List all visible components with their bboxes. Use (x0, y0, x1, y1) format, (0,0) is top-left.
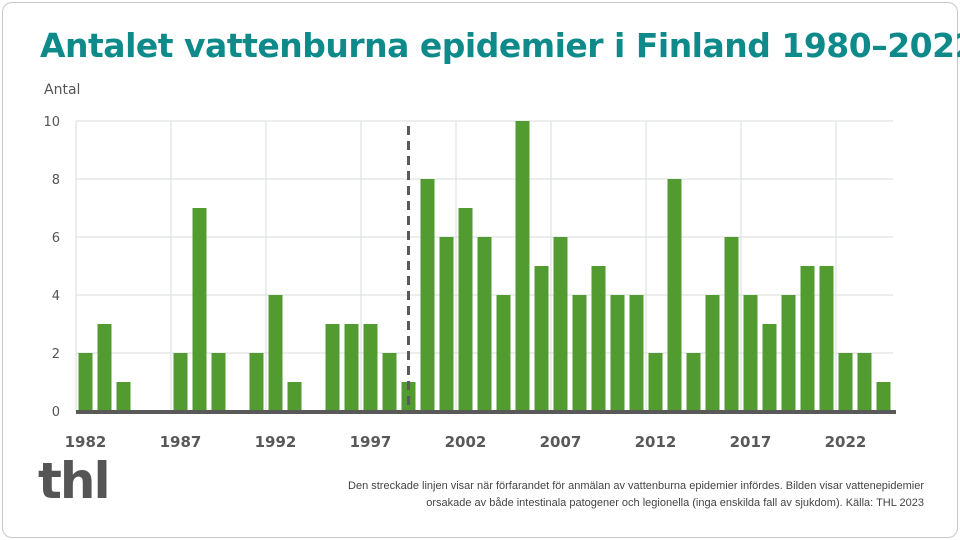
bar-1984 (116, 382, 131, 411)
bar-2021 (819, 266, 834, 411)
bar-1991 (249, 353, 264, 411)
footnote-line-1: Den streckade linjen visar när förfarand… (348, 480, 924, 492)
x-tick-label: 2017 (730, 433, 772, 451)
x-tick-label: 2022 (825, 433, 867, 451)
bar-2005 (515, 121, 530, 411)
footnote: Den streckade linjen visar när förfarand… (244, 478, 924, 512)
x-tick-label: 2012 (635, 433, 677, 451)
y-tick-label: 0 (52, 405, 60, 420)
bar-2009 (591, 266, 606, 411)
bar-1993 (287, 382, 302, 411)
bar-1998 (382, 353, 397, 411)
bar-2014 (686, 353, 701, 411)
thl-logo: thl (38, 452, 111, 510)
footnote-line-2: orsakade av både intestinala patogener o… (426, 497, 924, 509)
bar-2019 (781, 295, 796, 411)
bar-2001 (439, 237, 454, 411)
bar-2018 (762, 324, 777, 411)
bar-2008 (572, 295, 587, 411)
x-tick-label: 2002 (445, 433, 487, 451)
bar-2013 (667, 179, 682, 411)
y-tick-label: 6 (52, 231, 60, 246)
bar-2023 (857, 353, 872, 411)
bar-2017 (743, 295, 758, 411)
bar-1996 (344, 324, 359, 411)
x-tick-label: 1987 (160, 433, 202, 451)
bar-2011 (629, 295, 644, 411)
y-axis-label: Antal (44, 82, 81, 98)
bar-2015 (705, 295, 720, 411)
bar-1983 (97, 324, 112, 411)
bar-2024 (876, 382, 891, 411)
bar-2003 (477, 237, 492, 411)
bar-1992 (268, 295, 283, 411)
bar-2004 (496, 295, 511, 411)
bar-2007 (553, 237, 568, 411)
bar-1997 (363, 324, 378, 411)
bar-1989 (211, 353, 226, 411)
x-tick-label: 1982 (65, 433, 107, 451)
chart-title: Antalet vattenburna epidemier i Finland … (40, 26, 960, 65)
bar-1987 (173, 353, 188, 411)
bar-2002 (458, 208, 473, 411)
x-tick-label: 2007 (540, 433, 582, 451)
y-tick-label: 10 (43, 115, 60, 130)
y-tick-label: 4 (52, 289, 60, 304)
bar-2000 (420, 179, 435, 411)
bar-2012 (648, 353, 663, 411)
bar-2016 (724, 237, 739, 411)
bar-2006 (534, 266, 549, 411)
bar-1988 (192, 208, 207, 411)
bar-1995 (325, 324, 340, 411)
y-tick-label: 8 (52, 173, 60, 188)
bar-2022 (838, 353, 853, 411)
bar-2020 (800, 266, 815, 411)
bar-1982 (78, 353, 93, 411)
x-tick-label: 1992 (255, 433, 297, 451)
bar-2010 (610, 295, 625, 411)
y-tick-label: 2 (52, 347, 60, 362)
x-tick-label: 1997 (350, 433, 392, 451)
